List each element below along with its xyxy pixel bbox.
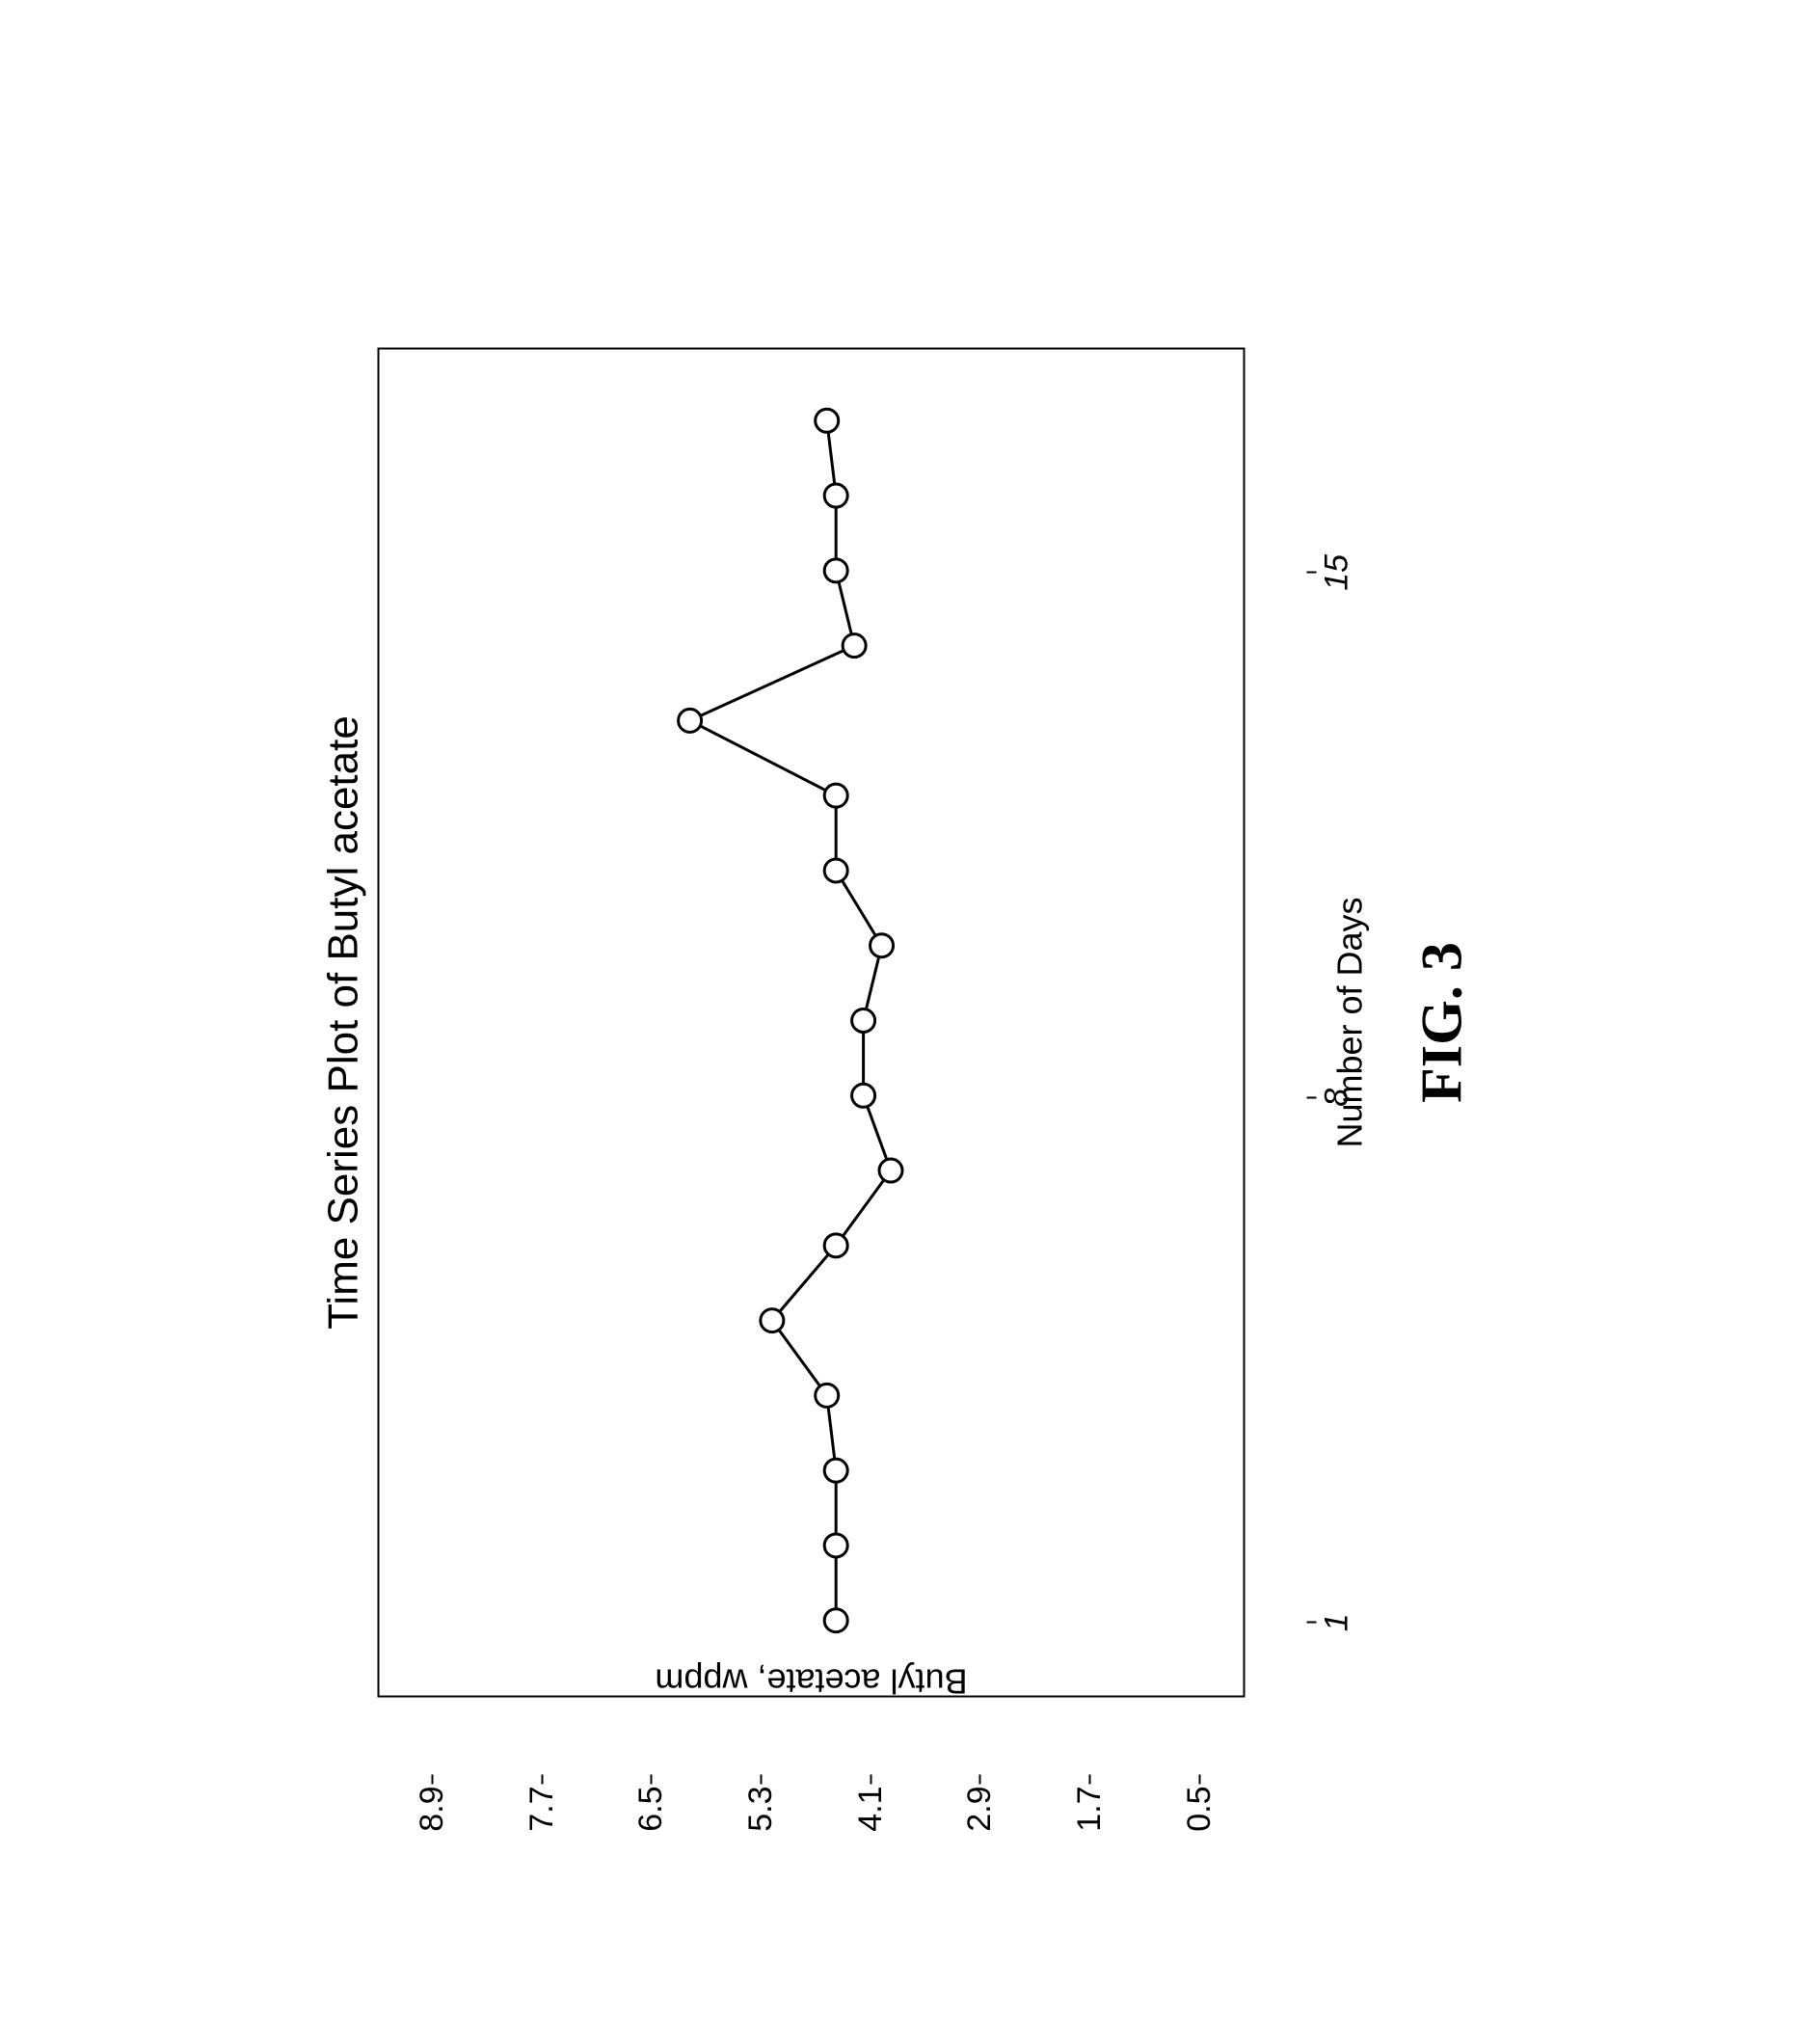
- data-point: [824, 484, 847, 507]
- plot-border: [378, 347, 1246, 1697]
- data-point: [824, 1533, 847, 1556]
- data-point: [824, 858, 847, 881]
- x-tick-label: 15: [1319, 553, 1356, 590]
- y-tick-mark: [1198, 1774, 1200, 1784]
- plot-frame: 0.51.72.94.15.36.57.78.9 1815 Butyl acet…: [378, 347, 1246, 1697]
- y-tick-mark: [541, 1774, 543, 1784]
- data-point: [824, 1459, 847, 1482]
- plot-svg: [380, 345, 1247, 1695]
- data-point: [843, 633, 866, 657]
- y-tick-label: 4.1: [852, 1786, 890, 1831]
- data-point: [824, 558, 847, 581]
- x-tick-mark: [1307, 1096, 1317, 1098]
- data-point: [816, 409, 839, 432]
- y-tick-mark: [651, 1774, 653, 1784]
- x-tick-mark: [1307, 1621, 1317, 1623]
- data-point: [871, 933, 894, 956]
- x-axis-title: Number of Days: [1330, 897, 1371, 1147]
- data-point: [852, 1009, 875, 1032]
- data-point: [761, 1308, 784, 1331]
- data-point: [824, 784, 847, 807]
- y-tick-label: 2.9: [961, 1786, 999, 1831]
- y-tick-mark: [1088, 1774, 1090, 1784]
- data-point: [879, 1159, 902, 1182]
- chart-title: Time Series Plot of Butyl acetate: [320, 715, 368, 1330]
- y-tick-label: 0.5: [1181, 1786, 1219, 1831]
- y-tick-mark: [760, 1774, 762, 1784]
- y-tick-label: 6.5: [632, 1786, 670, 1831]
- chart-wrapper: Time Series Plot of Butyl acetate 0.51.7…: [320, 347, 1476, 1697]
- y-tick-label: 5.3: [742, 1786, 780, 1831]
- y-tick-label: 1.7: [1071, 1786, 1109, 1831]
- y-tick-mark: [431, 1774, 433, 1784]
- data-point: [824, 1233, 847, 1256]
- x-tick-label: 1: [1319, 1613, 1356, 1631]
- data-point: [679, 709, 702, 732]
- data-point: [816, 1384, 839, 1407]
- y-tick-mark: [979, 1774, 981, 1784]
- y-tick-mark: [870, 1774, 871, 1784]
- data-point: [824, 1608, 847, 1631]
- x-tick-mark: [1307, 571, 1317, 573]
- y-tick-label: 7.7: [523, 1786, 561, 1831]
- y-tick-label: 8.9: [414, 1786, 451, 1831]
- data-point: [852, 1084, 875, 1107]
- figure-caption: FIG. 3: [1409, 942, 1476, 1103]
- y-axis-title: Butyl acetate, wppm: [655, 1660, 967, 1701]
